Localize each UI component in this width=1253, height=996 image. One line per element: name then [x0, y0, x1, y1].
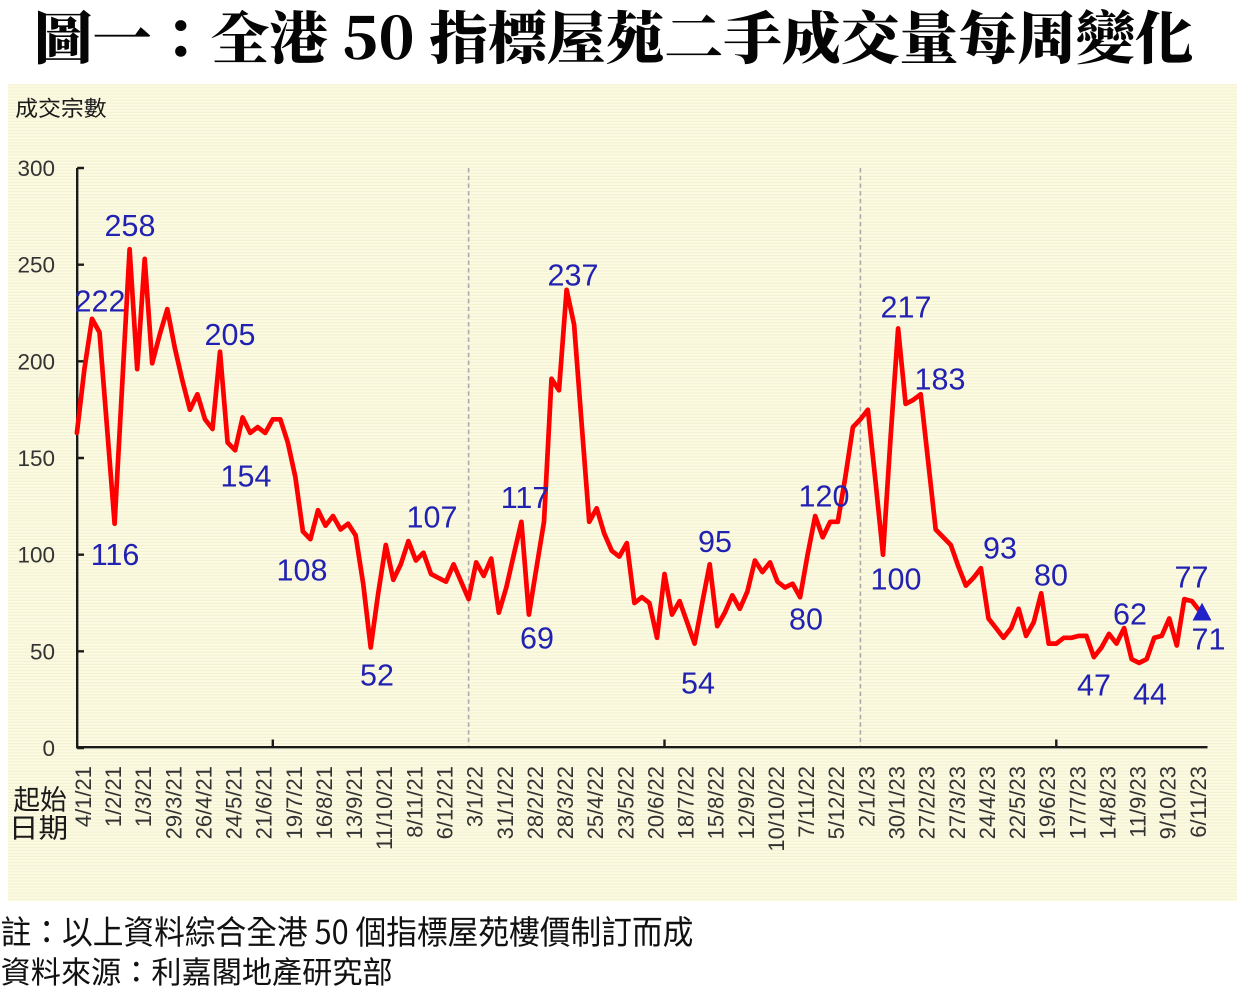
svg-text:26/4/21: 26/4/21 — [191, 766, 216, 839]
svg-text:23/5/22: 23/5/22 — [613, 766, 638, 839]
svg-text:30/1/23: 30/1/23 — [885, 766, 910, 839]
svg-text:50: 50 — [30, 639, 55, 664]
svg-text:12/9/22: 12/9/22 — [734, 766, 759, 839]
svg-text:24/5/21: 24/5/21 — [222, 766, 247, 839]
svg-text:18/7/22: 18/7/22 — [674, 766, 699, 839]
svg-text:15/8/22: 15/8/22 — [704, 766, 729, 839]
svg-text:100: 100 — [17, 543, 55, 568]
svg-text:28/3/22: 28/3/22 — [553, 766, 578, 839]
svg-text:7/11/22: 7/11/22 — [794, 766, 819, 838]
svg-text:21/6/21: 21/6/21 — [252, 766, 277, 839]
svg-text:150: 150 — [17, 446, 55, 471]
svg-text:1/3/21: 1/3/21 — [131, 766, 156, 827]
svg-text:95: 95 — [698, 525, 732, 559]
svg-text:183: 183 — [915, 362, 966, 396]
svg-text:25/4/22: 25/4/22 — [583, 766, 608, 839]
svg-text:80: 80 — [789, 602, 823, 636]
svg-text:54: 54 — [681, 666, 715, 700]
svg-text:71: 71 — [1192, 622, 1226, 656]
svg-text:117: 117 — [501, 481, 550, 515]
svg-text:205: 205 — [205, 318, 256, 352]
svg-text:8/11/21: 8/11/21 — [402, 766, 427, 838]
svg-text:29/3/21: 29/3/21 — [161, 766, 186, 839]
svg-text:217: 217 — [881, 290, 932, 324]
svg-text:120: 120 — [799, 479, 850, 513]
svg-text:62: 62 — [1113, 597, 1147, 631]
svg-text:5/12/22: 5/12/22 — [824, 766, 849, 839]
svg-text:2/1/23: 2/1/23 — [854, 766, 879, 827]
svg-text:93: 93 — [983, 531, 1017, 565]
svg-text:4/1/21: 4/1/21 — [71, 766, 96, 827]
svg-text:250: 250 — [17, 253, 55, 278]
svg-text:11/10/21: 11/10/21 — [372, 766, 397, 850]
svg-text:3/1/22: 3/1/22 — [463, 766, 488, 827]
svg-text:24/4/23: 24/4/23 — [975, 766, 1000, 839]
svg-text:258: 258 — [105, 209, 156, 243]
svg-text:116: 116 — [91, 538, 140, 572]
svg-text:1/2/21: 1/2/21 — [101, 766, 126, 827]
svg-text:22/5/23: 22/5/23 — [1005, 766, 1030, 839]
svg-text:77: 77 — [1175, 560, 1209, 594]
svg-text:13/9/21: 13/9/21 — [342, 766, 367, 839]
svg-text:27/3/23: 27/3/23 — [945, 766, 970, 839]
svg-text:11/9/23: 11/9/23 — [1126, 766, 1151, 838]
svg-text:44: 44 — [1133, 677, 1167, 711]
svg-text:16/8/21: 16/8/21 — [312, 766, 337, 839]
svg-text:222: 222 — [75, 284, 126, 318]
svg-text:31/1/22: 31/1/22 — [493, 766, 518, 839]
svg-text:9/10/23: 9/10/23 — [1156, 766, 1181, 839]
svg-text:300: 300 — [17, 156, 55, 181]
svg-text:19/6/23: 19/6/23 — [1035, 766, 1060, 839]
svg-text:10/10/22: 10/10/22 — [764, 766, 789, 852]
svg-text:20/6/22: 20/6/22 — [643, 766, 668, 839]
svg-text:27/2/23: 27/2/23 — [915, 766, 940, 839]
svg-text:80: 80 — [1034, 558, 1068, 592]
svg-text:14/8/23: 14/8/23 — [1096, 766, 1121, 839]
svg-text:100: 100 — [871, 562, 922, 596]
svg-text:19/7/21: 19/7/21 — [282, 766, 307, 839]
svg-text:47: 47 — [1077, 668, 1111, 702]
svg-text:107: 107 — [407, 500, 458, 534]
svg-text:6/11/23: 6/11/23 — [1186, 766, 1211, 838]
svg-text:52: 52 — [360, 658, 394, 692]
svg-text:108: 108 — [277, 553, 328, 587]
svg-text:28/2/22: 28/2/22 — [523, 766, 548, 839]
svg-text:6/12/21: 6/12/21 — [433, 766, 458, 839]
svg-text:237: 237 — [548, 258, 599, 292]
svg-text:200: 200 — [17, 349, 55, 374]
svg-text:17/7/23: 17/7/23 — [1065, 766, 1090, 839]
svg-text:0: 0 — [42, 736, 55, 761]
svg-text:69: 69 — [520, 621, 554, 655]
svg-text:154: 154 — [221, 459, 272, 493]
